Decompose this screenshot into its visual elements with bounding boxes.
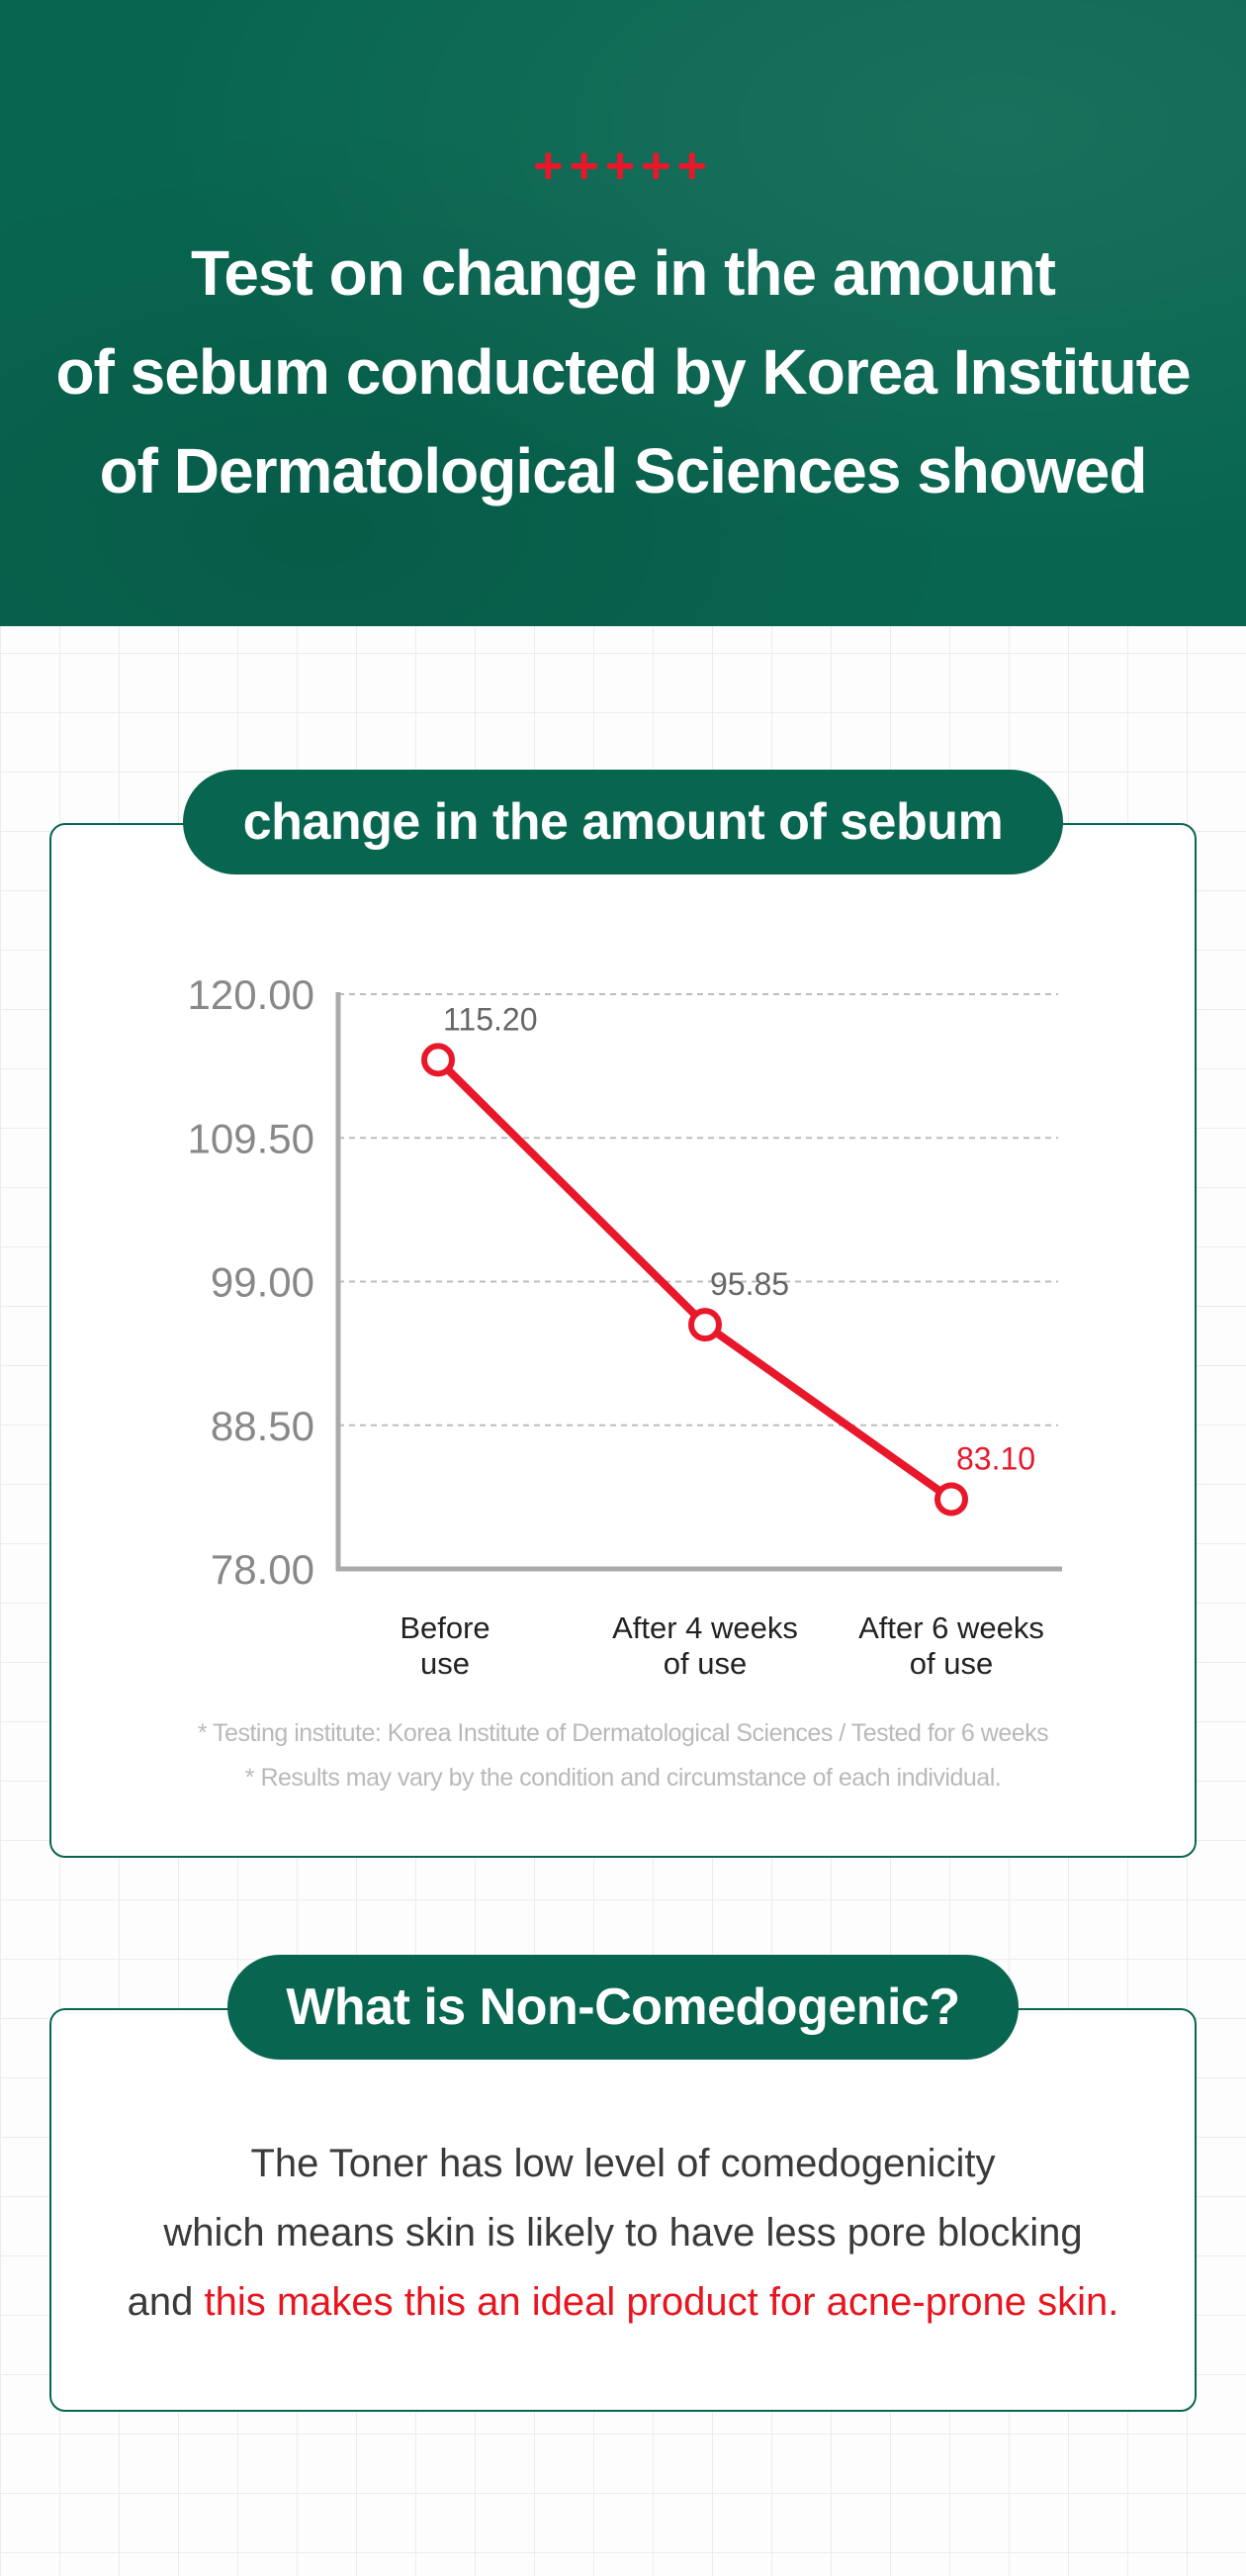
x-category-label: After 4 weeks — [612, 1610, 798, 1645]
hero-title-line: of Dermatological Sciences showed — [99, 435, 1148, 506]
x-category-label: of use — [664, 1646, 747, 1681]
y-tick-label: 99.00 — [211, 1259, 314, 1306]
y-tick-label: 88.50 — [211, 1403, 314, 1449]
hero-banner: +++++ Test on change in the amount of se… — [0, 0, 1246, 626]
hero-title: Test on change in the amount of sebum co… — [30, 224, 1216, 520]
data-label: 83.10 — [956, 1440, 1035, 1476]
x-category-label: use — [420, 1646, 470, 1681]
footnote-results-vary: * Results may vary by the condition and … — [244, 1764, 1002, 1792]
footnote-testing-institute: * Testing institute: Korea Institute of … — [197, 1719, 1049, 1747]
info-highlight: this makes this an ideal product for acn… — [204, 2280, 1119, 2324]
x-category-label: of use — [910, 1646, 993, 1681]
info-line-2: which means skin is likely to have less … — [163, 2211, 1083, 2254]
info-line-1: The Toner has low level of comedogenicit… — [250, 2142, 996, 2185]
x-category-label: After 6 weeks — [858, 1610, 1044, 1645]
info-panel — [49, 2008, 1197, 2412]
info-section-heading: What is Non-Comedogenic? — [227, 1955, 1019, 2060]
x-category-label: Before — [400, 1610, 490, 1645]
plus-decoration: +++++ — [533, 138, 713, 195]
hero-title-line: Test on change in the amount — [191, 237, 1056, 309]
data-point — [934, 1482, 968, 1517]
series-line — [434, 1056, 955, 1504]
chart-panel — [49, 823, 1197, 1858]
data-label: 115.20 — [443, 1001, 538, 1037]
chart-section-heading: change in the amount of sebum — [183, 770, 1063, 874]
data-point — [421, 1043, 455, 1077]
info-line-3: and this makes this an ideal product for… — [49, 2267, 1197, 2337]
data-point — [688, 1308, 722, 1342]
data-label: 95.85 — [710, 1266, 789, 1302]
y-tick-label: 78.00 — [211, 1546, 314, 1593]
info-body: The Toner has low level of comedogenicit… — [49, 2129, 1197, 2337]
y-tick-label: 109.50 — [188, 1115, 314, 1161]
y-tick-label: 120.00 — [188, 971, 314, 1018]
info-line-3-prefix: and — [127, 2280, 205, 2324]
hero-title-line: of sebum conducted by Korea Institute — [55, 336, 1191, 408]
